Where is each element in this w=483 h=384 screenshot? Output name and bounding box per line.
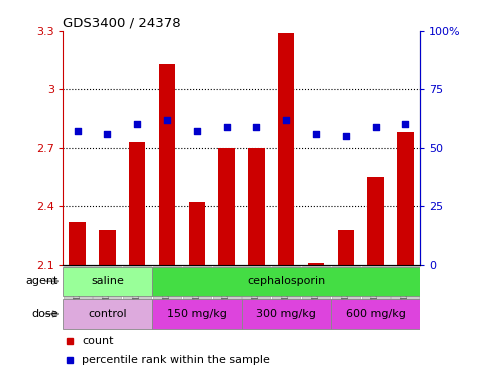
Bar xyxy=(129,142,145,265)
Text: GSM253592: GSM253592 xyxy=(282,266,291,313)
Bar xyxy=(338,230,354,265)
FancyBboxPatch shape xyxy=(331,299,420,329)
Text: control: control xyxy=(88,309,127,319)
Point xyxy=(193,128,201,134)
Text: 150 mg/kg: 150 mg/kg xyxy=(167,309,227,319)
Text: percentile rank within the sample: percentile rank within the sample xyxy=(83,355,270,365)
Point xyxy=(74,128,82,134)
FancyBboxPatch shape xyxy=(391,266,419,299)
Text: GSM253593: GSM253593 xyxy=(312,266,320,313)
FancyBboxPatch shape xyxy=(123,266,151,299)
FancyBboxPatch shape xyxy=(152,266,420,296)
Text: GDS3400 / 24378: GDS3400 / 24378 xyxy=(63,17,181,30)
Point xyxy=(342,133,350,139)
Text: saline: saline xyxy=(91,276,124,286)
Point xyxy=(312,131,320,137)
Text: GSM253586: GSM253586 xyxy=(103,266,112,313)
Text: GSM253587: GSM253587 xyxy=(133,266,142,313)
Text: GSM253590: GSM253590 xyxy=(222,266,231,313)
FancyBboxPatch shape xyxy=(183,266,211,299)
Text: agent: agent xyxy=(26,276,58,286)
Bar xyxy=(248,148,265,265)
FancyBboxPatch shape xyxy=(242,299,331,329)
Text: cephalosporin: cephalosporin xyxy=(247,276,326,286)
FancyBboxPatch shape xyxy=(302,266,330,299)
Point xyxy=(133,121,141,127)
Bar xyxy=(368,177,384,265)
Text: GSM253588: GSM253588 xyxy=(163,266,171,313)
Point xyxy=(282,117,290,123)
Bar xyxy=(159,64,175,265)
Text: 300 mg/kg: 300 mg/kg xyxy=(256,309,316,319)
Point xyxy=(253,124,260,130)
Bar xyxy=(218,148,235,265)
FancyBboxPatch shape xyxy=(64,266,92,299)
Text: GSM253594: GSM253594 xyxy=(341,266,350,313)
Bar xyxy=(189,202,205,265)
Point xyxy=(223,124,230,130)
Point xyxy=(401,121,409,127)
FancyBboxPatch shape xyxy=(213,266,241,299)
Text: GSM253596: GSM253596 xyxy=(401,266,410,313)
FancyBboxPatch shape xyxy=(362,266,389,299)
FancyBboxPatch shape xyxy=(94,266,121,299)
FancyBboxPatch shape xyxy=(332,266,360,299)
FancyBboxPatch shape xyxy=(153,266,181,299)
Text: GSM253589: GSM253589 xyxy=(192,266,201,313)
Bar xyxy=(278,33,294,265)
FancyBboxPatch shape xyxy=(152,299,242,329)
Point xyxy=(372,124,380,130)
Text: 600 mg/kg: 600 mg/kg xyxy=(346,309,405,319)
FancyBboxPatch shape xyxy=(63,299,152,329)
FancyBboxPatch shape xyxy=(272,266,300,299)
Text: GSM253591: GSM253591 xyxy=(252,266,261,313)
Bar xyxy=(70,222,86,265)
Bar xyxy=(308,263,324,265)
FancyBboxPatch shape xyxy=(63,266,152,296)
Point xyxy=(163,117,171,123)
FancyBboxPatch shape xyxy=(242,266,270,299)
Text: dose: dose xyxy=(31,309,58,319)
Bar xyxy=(397,132,413,265)
Point xyxy=(104,131,112,137)
Text: GSM253595: GSM253595 xyxy=(371,266,380,313)
Text: GSM253585: GSM253585 xyxy=(73,266,82,313)
Bar xyxy=(99,230,115,265)
Text: count: count xyxy=(83,336,114,346)
